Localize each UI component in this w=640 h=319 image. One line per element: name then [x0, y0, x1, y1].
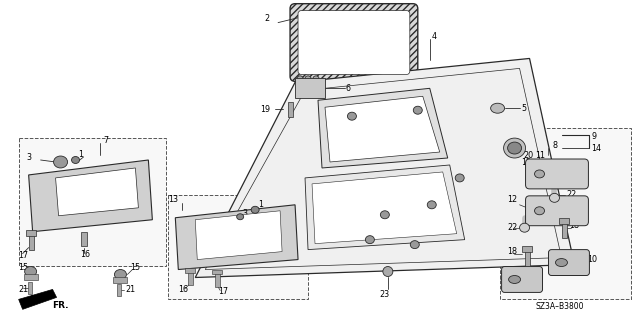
Text: 1: 1 — [258, 200, 263, 209]
Bar — [188, 270, 193, 286]
Bar — [212, 270, 222, 274]
Text: 10: 10 — [500, 273, 509, 282]
Bar — [118, 285, 122, 296]
Text: 14: 14 — [591, 144, 602, 152]
Ellipse shape — [313, 76, 319, 81]
Text: 16: 16 — [179, 285, 188, 294]
Ellipse shape — [491, 103, 504, 113]
Text: 12: 12 — [522, 159, 532, 167]
FancyBboxPatch shape — [525, 196, 588, 226]
Ellipse shape — [72, 157, 79, 163]
Text: 7: 7 — [104, 136, 109, 145]
Polygon shape — [325, 96, 440, 162]
FancyBboxPatch shape — [548, 249, 589, 276]
Ellipse shape — [508, 142, 522, 154]
Text: 18: 18 — [570, 221, 579, 230]
Ellipse shape — [410, 241, 419, 249]
Text: 19: 19 — [260, 105, 270, 114]
Bar — [525, 248, 529, 265]
Ellipse shape — [455, 174, 464, 182]
Text: 10: 10 — [588, 255, 597, 264]
Ellipse shape — [297, 76, 303, 81]
Text: 3: 3 — [27, 152, 31, 161]
Text: 6: 6 — [346, 84, 351, 93]
Ellipse shape — [520, 223, 529, 232]
Ellipse shape — [365, 236, 374, 244]
Polygon shape — [29, 160, 152, 232]
Text: 23: 23 — [380, 290, 390, 299]
Ellipse shape — [534, 207, 545, 215]
Bar — [559, 218, 570, 224]
Polygon shape — [195, 211, 282, 260]
FancyBboxPatch shape — [290, 4, 418, 81]
Text: 16: 16 — [81, 250, 90, 259]
Text: 22: 22 — [566, 190, 577, 199]
Polygon shape — [56, 168, 138, 216]
Bar — [186, 268, 195, 272]
Text: 1: 1 — [79, 150, 84, 159]
Ellipse shape — [380, 211, 389, 219]
Ellipse shape — [115, 270, 127, 279]
Bar — [24, 274, 38, 280]
Text: 15: 15 — [131, 263, 141, 272]
Polygon shape — [318, 88, 448, 168]
Text: 8: 8 — [552, 141, 557, 150]
Bar — [113, 278, 127, 284]
Text: 4: 4 — [432, 32, 436, 41]
Ellipse shape — [54, 156, 68, 168]
Text: 11: 11 — [536, 151, 545, 160]
Polygon shape — [195, 58, 575, 278]
Text: 2: 2 — [264, 14, 269, 23]
Text: 20: 20 — [524, 151, 534, 160]
Text: SZ3A–B3800: SZ3A–B3800 — [536, 302, 584, 311]
Bar — [522, 246, 532, 252]
FancyBboxPatch shape — [525, 159, 588, 189]
Text: 13: 13 — [168, 195, 179, 204]
Ellipse shape — [504, 138, 525, 158]
Polygon shape — [305, 165, 465, 249]
Ellipse shape — [534, 170, 545, 178]
FancyBboxPatch shape — [502, 267, 543, 293]
FancyBboxPatch shape — [298, 11, 410, 74]
Text: 21: 21 — [125, 285, 136, 294]
Bar — [26, 230, 36, 236]
Ellipse shape — [550, 193, 559, 202]
Polygon shape — [175, 205, 298, 270]
Ellipse shape — [348, 112, 356, 120]
Bar — [295, 78, 325, 98]
Text: 5: 5 — [522, 104, 527, 113]
Ellipse shape — [428, 201, 436, 209]
Text: 22: 22 — [508, 223, 518, 232]
Bar — [215, 271, 220, 287]
FancyBboxPatch shape — [19, 138, 166, 265]
Text: 3: 3 — [242, 209, 247, 218]
Ellipse shape — [25, 267, 36, 277]
Ellipse shape — [305, 76, 311, 81]
Text: 17: 17 — [19, 251, 29, 260]
Text: 18: 18 — [508, 247, 518, 256]
Text: 9: 9 — [591, 132, 596, 141]
Ellipse shape — [556, 259, 568, 267]
Bar — [288, 102, 293, 117]
Text: 12: 12 — [508, 195, 518, 204]
Ellipse shape — [251, 206, 259, 213]
Ellipse shape — [237, 214, 244, 220]
Polygon shape — [312, 172, 457, 244]
Polygon shape — [19, 289, 56, 309]
FancyBboxPatch shape — [500, 128, 631, 300]
Bar — [81, 232, 86, 246]
Ellipse shape — [509, 276, 520, 284]
Text: 17: 17 — [218, 287, 228, 296]
Ellipse shape — [413, 106, 422, 114]
Ellipse shape — [383, 267, 393, 277]
Text: FR.: FR. — [52, 301, 69, 310]
Bar — [563, 220, 568, 238]
Text: 15: 15 — [19, 263, 29, 272]
Bar — [29, 232, 34, 249]
FancyBboxPatch shape — [168, 195, 308, 300]
Text: 21: 21 — [19, 285, 29, 294]
Bar — [28, 282, 31, 294]
